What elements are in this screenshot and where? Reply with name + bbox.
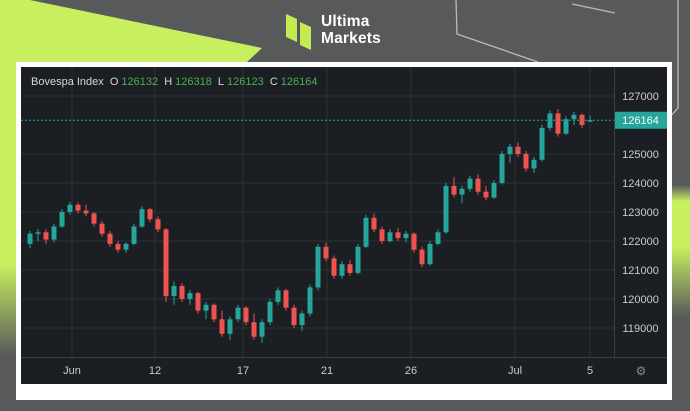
- logo-line1: Ultima: [321, 13, 370, 30]
- svg-text:126164: 126164: [622, 115, 659, 127]
- logo-line2: Markets: [321, 29, 381, 47]
- svg-text:119000: 119000: [623, 323, 659, 335]
- open-label: O: [109, 76, 119, 88]
- lime-strip-right: [672, 0, 690, 411]
- logo-wordmark: Ultima Markets: [321, 13, 381, 47]
- symbol-name: Bovespa Index: [31, 76, 104, 88]
- high-label: H: [164, 76, 173, 88]
- svg-text:123000: 123000: [622, 207, 659, 219]
- close-value: 126164: [280, 76, 318, 88]
- svg-text:125000: 125000: [622, 149, 659, 161]
- svg-text:26: 26: [405, 365, 417, 377]
- outline-shape-left: [455, 0, 539, 63]
- open-value: 126132: [121, 76, 159, 88]
- svg-text:5: 5: [587, 365, 593, 377]
- svg-text:Jun: Jun: [63, 365, 81, 377]
- svg-text:12: 12: [149, 365, 161, 377]
- lime-strip-left: [0, 62, 17, 411]
- high-value: 126318: [175, 76, 212, 88]
- ultima-markets-logo-icon: [286, 14, 311, 50]
- close-label: C: [269, 76, 278, 88]
- svg-text:124000: 124000: [622, 178, 659, 190]
- svg-text:17: 17: [237, 365, 249, 377]
- svg-text:127000: 127000: [622, 91, 659, 103]
- svg-text:120000: 120000: [622, 294, 659, 306]
- low-value: 126123: [227, 76, 264, 88]
- candlestick-chart[interactable]: 127000 125000 124000 123000 122000 121000 1200…: [21, 67, 667, 384]
- ultima-markets-logo: Ultima Markets: [286, 11, 381, 51]
- svg-text:122000: 122000: [622, 236, 659, 248]
- outline-shape-mid: [571, 3, 616, 14]
- low-label: L: [217, 76, 225, 88]
- settings-gear-icon[interactable]: ⚙: [635, 364, 647, 378]
- svg-text:121000: 121000: [622, 265, 659, 277]
- svg-text:Jul: Jul: [508, 365, 522, 377]
- lime-shape-top-left: [0, 0, 262, 62]
- svg-text:21: 21: [321, 365, 333, 377]
